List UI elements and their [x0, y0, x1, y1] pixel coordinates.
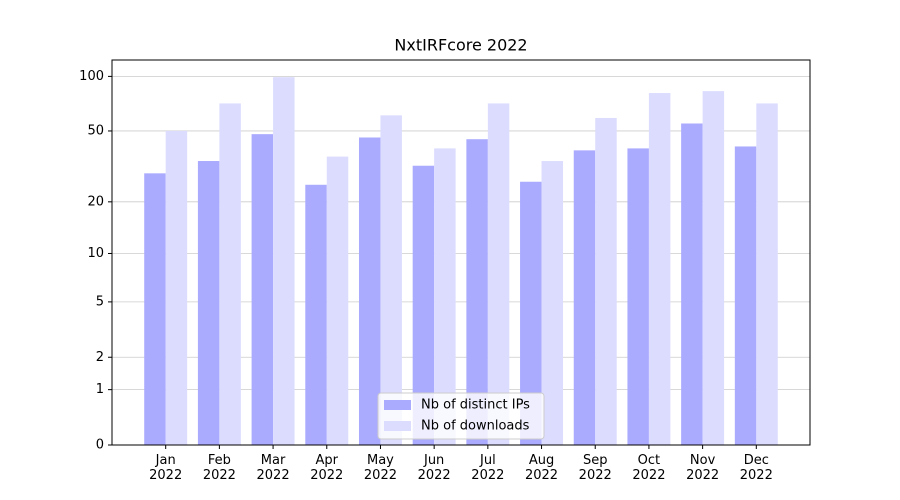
y-tick-label: 100 — [79, 69, 104, 84]
bar — [144, 173, 166, 446]
bar — [648, 93, 671, 445]
bar — [305, 184, 327, 445]
x-tick-label: Jul 2022 — [471, 453, 505, 483]
bar — [756, 103, 778, 445]
y-tick-label: 0 — [96, 438, 104, 453]
legend-swatch — [384, 400, 411, 410]
x-tick-label: Aug 2022 — [524, 453, 559, 483]
x-tick-label: Mar 2022 — [256, 453, 290, 483]
x-tick-label: Feb 2022 — [202, 453, 236, 483]
x-tick-label: Jan 2022 — [149, 453, 183, 483]
bar — [487, 103, 510, 445]
x-tick-label: Jun 2022 — [417, 453, 451, 483]
bar — [627, 148, 649, 445]
y-tick-label: 50 — [87, 123, 104, 138]
bar — [251, 134, 274, 446]
x-tick-label: Sep 2022 — [578, 453, 612, 483]
x-tick-label: Apr 2022 — [310, 453, 344, 483]
y-tick-label: 10 — [87, 246, 104, 261]
bar — [358, 137, 381, 446]
bar — [197, 161, 220, 445]
legend-box — [377, 392, 545, 440]
bar — [520, 181, 542, 445]
bar — [434, 148, 456, 445]
x-tick-label: May 2022 — [363, 453, 397, 483]
bar — [595, 117, 617, 446]
legend-swatch — [384, 421, 411, 431]
y-tick-label: 1 — [96, 382, 104, 397]
bar — [681, 123, 703, 445]
bar — [541, 161, 564, 445]
y-tick-label: 5 — [96, 294, 104, 309]
axes-frame — [111, 59, 811, 446]
x-tick-label: Oct 2022 — [632, 453, 666, 483]
bar — [466, 139, 488, 446]
bar — [380, 115, 402, 446]
y-tick-label: 2 — [96, 350, 104, 365]
bar — [273, 77, 295, 446]
bar — [573, 150, 596, 445]
chart-title: NxtIRFcore 2022 — [394, 36, 527, 55]
bar — [165, 130, 188, 445]
legend-label: Nb of distinct IPs — [421, 398, 530, 413]
bar — [734, 146, 757, 445]
bar — [326, 156, 349, 446]
bar — [702, 91, 725, 446]
y-tick-label: 20 — [87, 194, 104, 209]
bar — [412, 165, 435, 445]
bar — [219, 103, 241, 445]
x-tick-label: Nov 2022 — [686, 453, 720, 483]
legend-label: Nb of downloads — [421, 419, 530, 434]
legend: Nb of distinct IPs Nb of downloads — [377, 392, 545, 440]
x-tick-label: Dec 2022 — [739, 453, 773, 483]
